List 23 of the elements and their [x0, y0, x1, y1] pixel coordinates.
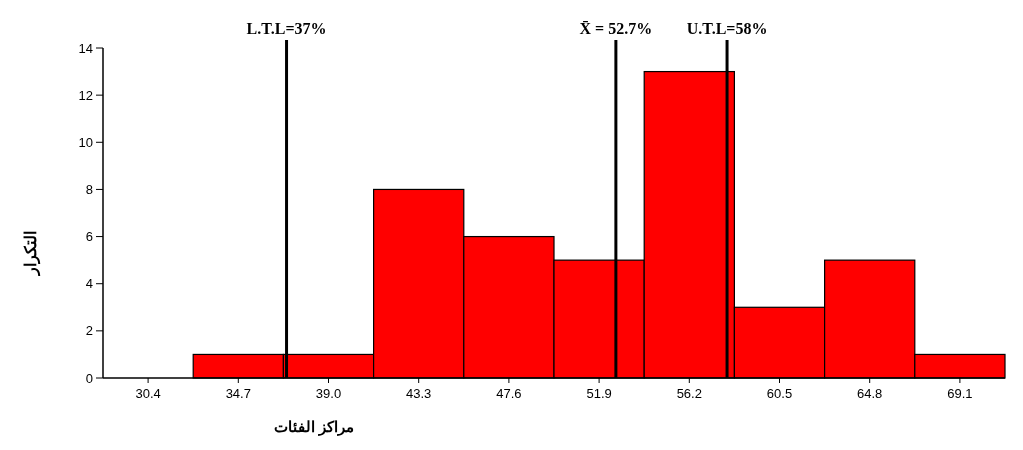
x-tick-label: 56.2 — [676, 386, 702, 401]
y-tick-label: 6 — [85, 229, 93, 245]
y-tick-label: 4 — [85, 276, 93, 292]
x-tick-label: 39.0 — [315, 386, 342, 401]
x-tick-label: 64.8 — [857, 386, 883, 401]
x-tick-label: 47.6 — [496, 386, 522, 401]
y-tick-label: 8 — [85, 181, 93, 197]
y-tick-label: 14 — [78, 40, 93, 56]
ref-line-label: X̄ = 52.7% — [579, 19, 653, 37]
y-tick-label: 2 — [85, 323, 93, 339]
x-tick-label: 30.4 — [135, 386, 161, 401]
y-tick-label: 12 — [78, 87, 93, 103]
x-tick-label: 51.9 — [586, 386, 612, 401]
x-tick-label: 60.5 — [766, 386, 793, 401]
ref-line-label: L.T.L=37% — [246, 20, 327, 37]
x-tick-label: 34.7 — [225, 386, 251, 401]
x-tick-label: 69.1 — [947, 386, 973, 401]
y-tick-label: 10 — [78, 134, 93, 150]
ref-line-label: U.T.L=58% — [686, 20, 768, 37]
x-axis-title: مراكز الفئات — [273, 418, 355, 436]
y-tick-label: 0 — [85, 370, 93, 386]
x-tick-label: 43.3 — [406, 386, 432, 401]
y-axis-title: التكرار — [22, 231, 41, 276]
